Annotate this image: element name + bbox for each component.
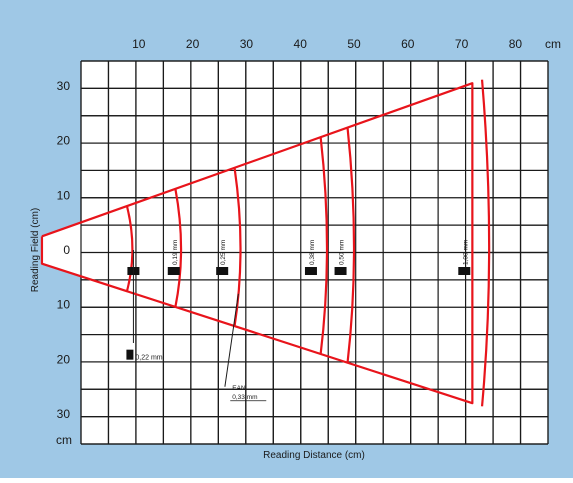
band-arc (319, 137, 329, 355)
x-tick-label: 70 (455, 37, 469, 51)
x-tick-label: 10 (132, 37, 146, 51)
y-tick-label: 20 (57, 352, 71, 366)
y-unit-label: cm (56, 433, 72, 447)
band-marker (458, 267, 471, 275)
band-label: 0,19 mm (172, 240, 179, 265)
field-outline (40, 82, 474, 405)
band-label: 1,00 mm (462, 240, 469, 265)
band-label-line: 0,33 mm (232, 394, 257, 401)
y-axis-title: Reading Field (cm) (30, 208, 41, 292)
field-fill (41, 83, 473, 404)
x-tick-label: 20 (186, 37, 200, 51)
band-arc (480, 79, 491, 407)
y-tick-label: 30 (57, 79, 71, 93)
x-tick-label: 40 (294, 37, 308, 51)
band-marker (216, 267, 229, 275)
tick-labels: 10 20 30 40 50 60 70 80 30 20 10 0 10 20 30 (57, 37, 523, 421)
band-arc (125, 205, 134, 292)
x-unit-label: cm (545, 37, 561, 51)
reading-field (40, 60, 549, 445)
x-tick-label: 30 (240, 37, 254, 51)
band-marker (304, 267, 317, 275)
band-connector (224, 293, 239, 387)
band-arc (346, 127, 356, 363)
y-tick-label: 0 (63, 243, 70, 257)
y-tick-label: 10 (57, 298, 71, 312)
resolution-bands: 0,22 mm 0,19 mm 0,25 mm EAN 0,33 mm 0,38 mm 0,… (125, 79, 491, 407)
y-tick-label: 10 (57, 188, 71, 202)
x-axis-title: Reading Distance (cm) (263, 450, 365, 461)
band-label: 0,50 mm (339, 240, 346, 265)
x-tick-label: 50 (347, 37, 361, 51)
band-arc (233, 167, 242, 327)
band-label: 0,25 mm (220, 240, 227, 265)
field-grid (80, 60, 549, 445)
x-tick-label: 80 (509, 37, 523, 51)
band-marker (126, 349, 134, 360)
band-marker (334, 267, 347, 275)
band-label: 0,38 mm (309, 240, 316, 265)
band-label-line: EAN (232, 385, 246, 392)
x-tick-label: 60 (401, 37, 415, 51)
y-tick-label: 20 (57, 134, 71, 148)
band-label: 0,22 mm (135, 355, 162, 362)
band-arc (174, 188, 183, 308)
y-tick-label: 30 (57, 407, 71, 421)
band-marker (167, 267, 180, 275)
